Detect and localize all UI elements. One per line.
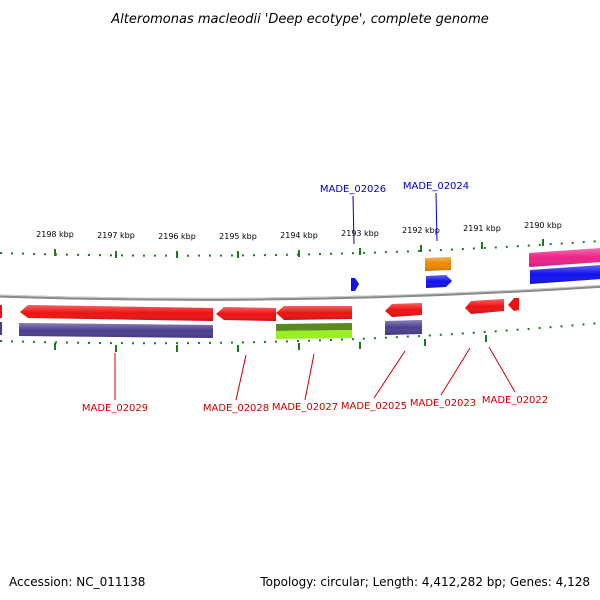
map-title: Alteromonas macleodii 'Deep ecotype', co…	[110, 12, 488, 27]
tick-labels: 2198 kbp 2197 kbp 2196 kbp 2195 kbp 2194…	[36, 221, 562, 241]
gene-feature-left-stub[interactable]	[0, 305, 2, 318]
tick-label: 2195 kbp	[219, 232, 257, 241]
accession-text: Accession: NC_011138	[9, 575, 145, 589]
genome-backbone-highlight	[0, 284, 600, 299]
gene-label-made-02028[interactable]: MADE_02028	[203, 403, 269, 414]
gene-feature-made-02026[interactable]	[351, 278, 359, 291]
tick-label: 2193 kbp	[341, 229, 379, 238]
cog-feature-made-02027-b[interactable]	[276, 330, 352, 339]
gene-labels: MADE_02029 MADE_02028 MADE_02027 MADE_02…	[82, 181, 548, 414]
tick-label: 2197 kbp	[97, 231, 135, 240]
reverse-cog-features	[0, 320, 422, 339]
gene-shade	[530, 265, 600, 284]
gene-shade	[465, 299, 504, 314]
gene-label-made-02024[interactable]: MADE_02024	[403, 181, 469, 192]
tick-label: 2196 kbp	[158, 232, 196, 241]
cog-feature-made-02027-a[interactable]	[276, 323, 352, 331]
genome-backbone	[0, 284, 600, 301]
cog-feature-left-stub[interactable]	[0, 322, 2, 335]
forward-strand-features	[351, 248, 600, 291]
gene-shade	[20, 305, 213, 321]
cog-shade	[385, 320, 422, 335]
leader-lines	[114, 192, 516, 401]
gene-label-made-02023[interactable]: MADE_02023	[410, 398, 476, 409]
gene-label-made-02029[interactable]: MADE_02029	[82, 403, 148, 414]
gene-label-made-02025[interactable]: MADE_02025	[341, 401, 407, 412]
reverse-strand-features	[0, 298, 519, 321]
tick-label: 2191 kbp	[463, 224, 501, 233]
gene-shade	[216, 307, 276, 321]
tick-label: 2198 kbp	[36, 230, 74, 239]
tick-label: 2190 kbp	[524, 221, 562, 230]
gene-label-made-02022[interactable]: MADE_02022	[482, 395, 548, 406]
gene-shade	[276, 306, 352, 320]
tick-label: 2194 kbp	[280, 231, 318, 240]
gene-label-made-02026[interactable]: MADE_02026	[320, 184, 386, 195]
lower-major-ticks	[54, 335, 487, 352]
cog-shade	[425, 257, 451, 271]
cog-shade	[19, 323, 213, 338]
gene-feature-made-02022[interactable]	[508, 298, 519, 311]
gene-label-made-02027[interactable]: MADE_02027	[272, 402, 338, 413]
gene-shade	[426, 275, 452, 288]
gene-shade	[385, 303, 422, 317]
genome-summary-text: Topology: circular; Length: 4,412,282 bp…	[259, 575, 590, 589]
tick-label: 2192 kbp	[402, 226, 440, 235]
upper-major-ticks	[54, 239, 544, 258]
cog-shade	[529, 248, 600, 267]
